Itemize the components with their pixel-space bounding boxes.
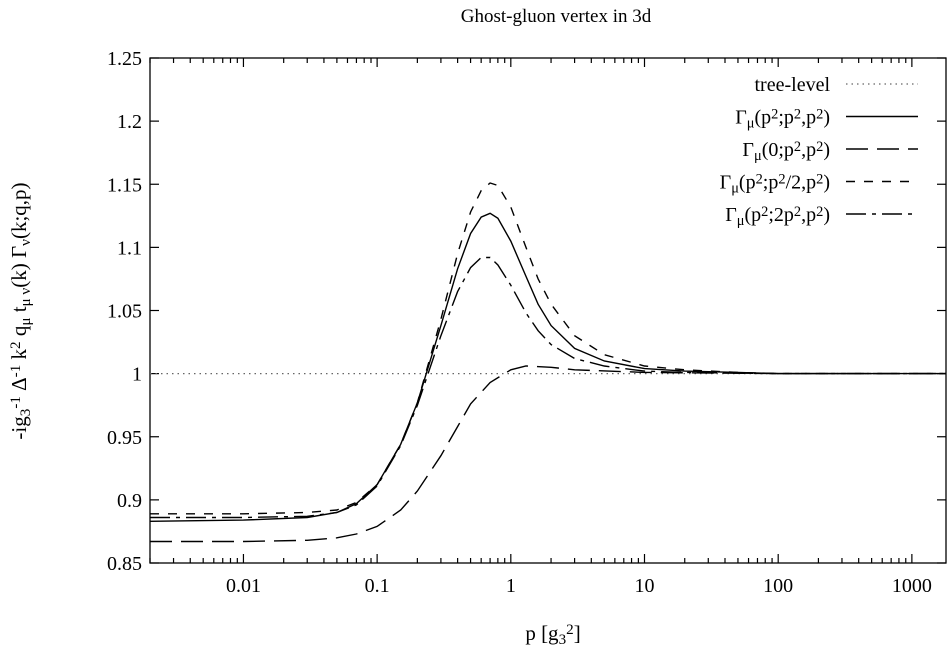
series-line-4 [150,256,946,519]
label-part: (p [754,107,771,129]
label-part: Γ [725,204,737,226]
label-part: μ [754,148,762,164]
y-tick-label: 1.2 [117,111,142,133]
legend-label-2: Γμ(0;p2,p2) [742,139,830,164]
label-part: ] [574,621,581,645]
label-part: Γ [742,139,754,161]
label-part: q [7,325,31,341]
label-part: ) [823,172,830,194]
y-tick-label: 1.1 [117,237,142,259]
label-part: 2 [756,171,763,187]
series-group [149,182,946,543]
y-tick-label: 1.25 [107,48,142,70]
label-part: -1 [8,365,24,378]
y-tick-label: 1.15 [107,174,142,196]
label-part: 3 [559,632,567,648]
label-part: μ [747,115,755,131]
y-axis-ticks: 0.85 0.9 0.95 1 1.05 1.1 1.15 1.2 1.25 [107,48,946,575]
y-axis-label: -ig3-1 Δ-1 k2 qμ tμ ν(k) Γν(k;q,p) [7,182,34,439]
label-part: ,p [801,204,816,226]
label-part: tree-level [755,74,831,96]
legend-label-0: tree-level [755,74,831,96]
label-part: ) [823,204,830,226]
label-part: (0;p [762,139,794,161]
x-tick-label: 0.1 [365,575,390,597]
label-part: p [g [525,621,559,645]
x-axis-ticks: 0.01 0.1 1 10 100 1000 [149,58,932,597]
label-part: Γ [735,107,747,129]
y-tick-label: 1.05 [107,301,142,323]
series-line-3 [150,182,946,515]
label-part: 2 [794,106,801,122]
legend-label-4: Γμ(p2;2p2,p2) [725,204,830,229]
plot-border [149,57,947,564]
label-part: -1 [8,396,24,409]
legend-label-3: Γμ(p2;p2/2,p2) [720,171,830,196]
series-line-1 [149,212,946,522]
label-part: ) [823,139,830,161]
x-tick-label: 10 [635,575,655,597]
label-part: k [7,348,31,364]
x-tick-label: 1000 [892,575,932,597]
label-part: /2,p [786,172,817,194]
x-tick-label: 0.01 [226,575,261,597]
label-part: ;p [763,172,779,194]
label-part: 2 [794,139,801,155]
label-part: μ [18,318,34,326]
label-part: ;2p [768,204,794,226]
legend: tree-levelΓμ(p2;p2,p2)Γμ(0;p2,p2)Γμ(p2;p… [720,74,918,229]
label-part: Γ [720,172,732,194]
label-part: 3 [18,409,34,417]
label-part: (p [739,172,756,194]
label-part: ,p [801,139,816,161]
label-part: 2 [771,106,778,122]
y-tick-label: 0.95 [107,427,142,449]
y-tick-label: 1 [132,364,142,386]
x-axis-label: p [g32] [525,621,580,648]
label-part: Δ [7,377,31,396]
label-part: (k) Γ [7,246,31,288]
y-tick-label: 0.85 [107,553,142,575]
y-tick-label: 0.9 [117,490,142,512]
label-part: μ [737,213,745,229]
label-part: ν [18,239,34,246]
label-part: μ [731,180,739,196]
label-part: ,p [801,107,816,129]
label-part: (p [744,204,761,226]
label-part: 2 [816,204,823,220]
label-part: 2 [816,171,823,187]
label-part: (k;q,p) [7,182,31,239]
label-part: ) [823,107,830,129]
label-part: ;p [778,107,794,129]
label-part: 2 [566,622,574,638]
label-part: 2 [816,106,823,122]
x-tick-label: 100 [763,575,793,597]
series-line-2 [150,365,946,543]
label-part: t [7,306,31,317]
label-part: -ig [7,416,31,440]
legend-label-1: Γμ(p2;p2,p2) [735,106,830,131]
label-part: 2 [8,341,24,349]
label-part: 2 [761,204,768,220]
x-tick-label: 1 [506,575,516,597]
chart-title: Ghost-gluon vertex in 3d [461,6,652,27]
label-part: 2 [816,139,823,155]
plot-frame [149,57,947,564]
label-part: 2 [778,171,785,187]
label-part: 2 [794,204,801,220]
label-part: μ ν [18,288,34,307]
